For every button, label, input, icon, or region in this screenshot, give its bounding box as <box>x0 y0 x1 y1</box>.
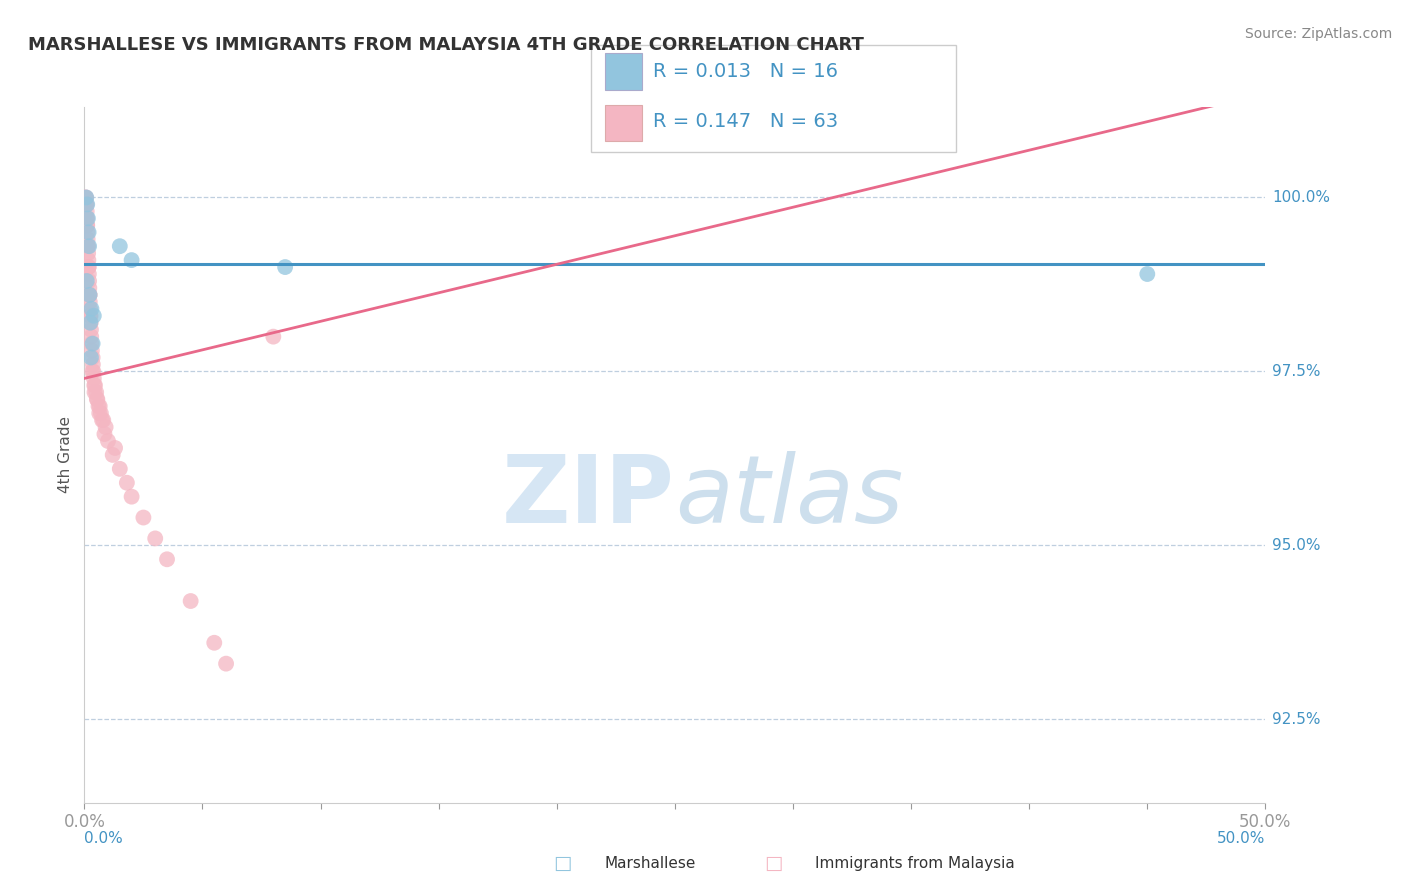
Point <box>80 323 103 337</box>
Point <box>143 532 166 546</box>
Point <box>77 239 100 253</box>
Point <box>77 211 100 226</box>
Point <box>215 657 238 671</box>
Text: □: □ <box>763 854 783 873</box>
Text: 0.0%: 0.0% <box>84 831 124 846</box>
Point <box>93 427 115 442</box>
Point <box>83 371 105 385</box>
Point <box>79 294 101 309</box>
Text: R = 0.013   N = 16: R = 0.013 N = 16 <box>652 62 838 81</box>
Text: 92.5%: 92.5% <box>1272 712 1320 727</box>
Point <box>121 253 143 268</box>
Point <box>80 329 103 343</box>
Point <box>82 364 104 378</box>
Point <box>75 197 97 211</box>
Point <box>77 260 100 274</box>
Point <box>76 219 98 233</box>
Text: 97.5%: 97.5% <box>1272 364 1320 379</box>
Point <box>75 190 97 204</box>
Point <box>77 239 100 253</box>
Point <box>76 197 98 211</box>
Point <box>84 385 107 400</box>
Point <box>80 351 103 365</box>
Text: 50.0%: 50.0% <box>1218 831 1265 846</box>
Point <box>104 441 127 455</box>
Point <box>76 211 98 226</box>
Point <box>77 239 100 253</box>
Point <box>101 448 124 462</box>
Point <box>76 274 98 288</box>
Point <box>83 385 105 400</box>
Point <box>132 510 155 524</box>
Point <box>80 336 103 351</box>
Point <box>75 190 97 204</box>
Text: □: □ <box>553 854 572 873</box>
Point <box>79 288 101 302</box>
Point <box>1136 267 1159 281</box>
Point <box>80 316 103 330</box>
Point <box>82 336 104 351</box>
Point <box>82 358 104 372</box>
Point <box>76 204 98 219</box>
Point <box>274 260 297 274</box>
Point <box>76 197 98 211</box>
Point <box>80 301 103 316</box>
Point <box>77 274 100 288</box>
Point <box>156 552 179 566</box>
Text: 100.0%: 100.0% <box>1272 190 1330 205</box>
Point <box>86 392 108 407</box>
Point <box>77 225 100 239</box>
Point <box>108 239 131 253</box>
Y-axis label: 4th Grade: 4th Grade <box>58 417 73 493</box>
Point <box>262 329 284 343</box>
Point <box>83 309 105 323</box>
Point <box>202 636 225 650</box>
Point <box>84 378 107 392</box>
Text: atlas: atlas <box>675 451 903 542</box>
Point <box>89 399 111 413</box>
Point <box>115 475 138 490</box>
Point <box>82 351 104 365</box>
Point <box>91 413 114 427</box>
FancyBboxPatch shape <box>591 45 956 152</box>
Point <box>121 490 143 504</box>
Point <box>94 420 117 434</box>
Point <box>86 392 108 407</box>
Point <box>80 343 103 358</box>
Point <box>77 253 100 268</box>
Text: Immigrants from Malaysia: Immigrants from Malaysia <box>815 856 1015 871</box>
Point <box>91 413 114 427</box>
Point <box>77 246 100 260</box>
Point <box>77 267 100 281</box>
Point <box>108 462 131 476</box>
Point <box>87 399 110 413</box>
Text: Source: ZipAtlas.com: Source: ZipAtlas.com <box>1244 27 1392 41</box>
Text: Marshallese: Marshallese <box>605 856 696 871</box>
Point <box>76 211 98 226</box>
Point <box>77 260 100 274</box>
Point <box>89 406 111 420</box>
Point <box>79 316 101 330</box>
Text: 95.0%: 95.0% <box>1272 538 1320 553</box>
Point <box>90 406 112 420</box>
Point <box>79 288 101 302</box>
Point <box>75 190 97 204</box>
Bar <box>605 54 641 89</box>
Point <box>83 378 105 392</box>
Point <box>79 309 101 323</box>
Point <box>79 309 101 323</box>
Text: MARSHALLESE VS IMMIGRANTS FROM MALAYSIA 4TH GRADE CORRELATION CHART: MARSHALLESE VS IMMIGRANTS FROM MALAYSIA … <box>28 36 865 54</box>
Point <box>76 225 98 239</box>
Point <box>76 232 98 246</box>
Point <box>180 594 202 608</box>
Text: ZIP: ZIP <box>502 450 675 542</box>
Point <box>82 364 104 378</box>
Point <box>79 301 101 316</box>
Point <box>76 219 98 233</box>
Bar <box>605 104 641 141</box>
Text: R = 0.147   N = 63: R = 0.147 N = 63 <box>652 112 838 131</box>
Point <box>97 434 120 448</box>
Point <box>79 281 101 295</box>
Point <box>79 288 101 302</box>
